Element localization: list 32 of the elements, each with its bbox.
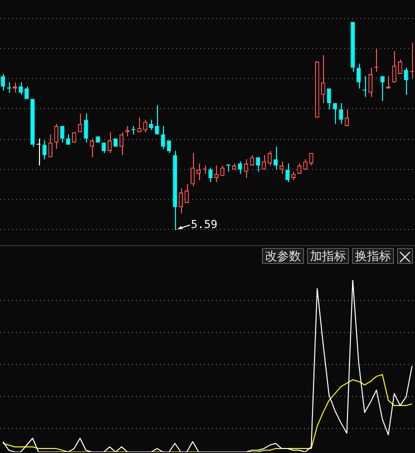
candlestick xyxy=(262,154,266,170)
candlestick xyxy=(18,82,23,96)
candlestick xyxy=(344,108,349,126)
candlestick xyxy=(244,158,248,178)
candlestick xyxy=(274,146,278,170)
candlestick xyxy=(380,76,385,102)
candlestick xyxy=(108,132,112,154)
candlestick xyxy=(149,119,154,131)
candlestick xyxy=(137,117,142,133)
text: 换指标 xyxy=(352,248,394,264)
candlestick xyxy=(6,82,12,94)
candlestick xyxy=(392,50,396,83)
candlestick xyxy=(356,63,361,90)
candlestick xyxy=(90,138,94,158)
candlestick xyxy=(143,119,148,133)
candlestick xyxy=(54,123,58,150)
candlestick xyxy=(208,167,213,183)
text: 改参数 xyxy=(262,248,304,264)
candlestick xyxy=(256,156,260,172)
candlestick xyxy=(178,188,183,214)
candlestick xyxy=(24,86,29,100)
candlestick xyxy=(332,102,338,124)
candlestick xyxy=(60,126,64,144)
candlestick xyxy=(154,104,160,135)
candlestick xyxy=(184,184,189,204)
candlestick xyxy=(190,152,195,187)
candlestick xyxy=(398,58,402,74)
annotation: 5.59 xyxy=(190,218,218,231)
candlestick xyxy=(309,152,314,166)
text: 加指标 xyxy=(307,248,349,264)
candlestick xyxy=(268,150,272,166)
candlestick xyxy=(196,162,201,181)
